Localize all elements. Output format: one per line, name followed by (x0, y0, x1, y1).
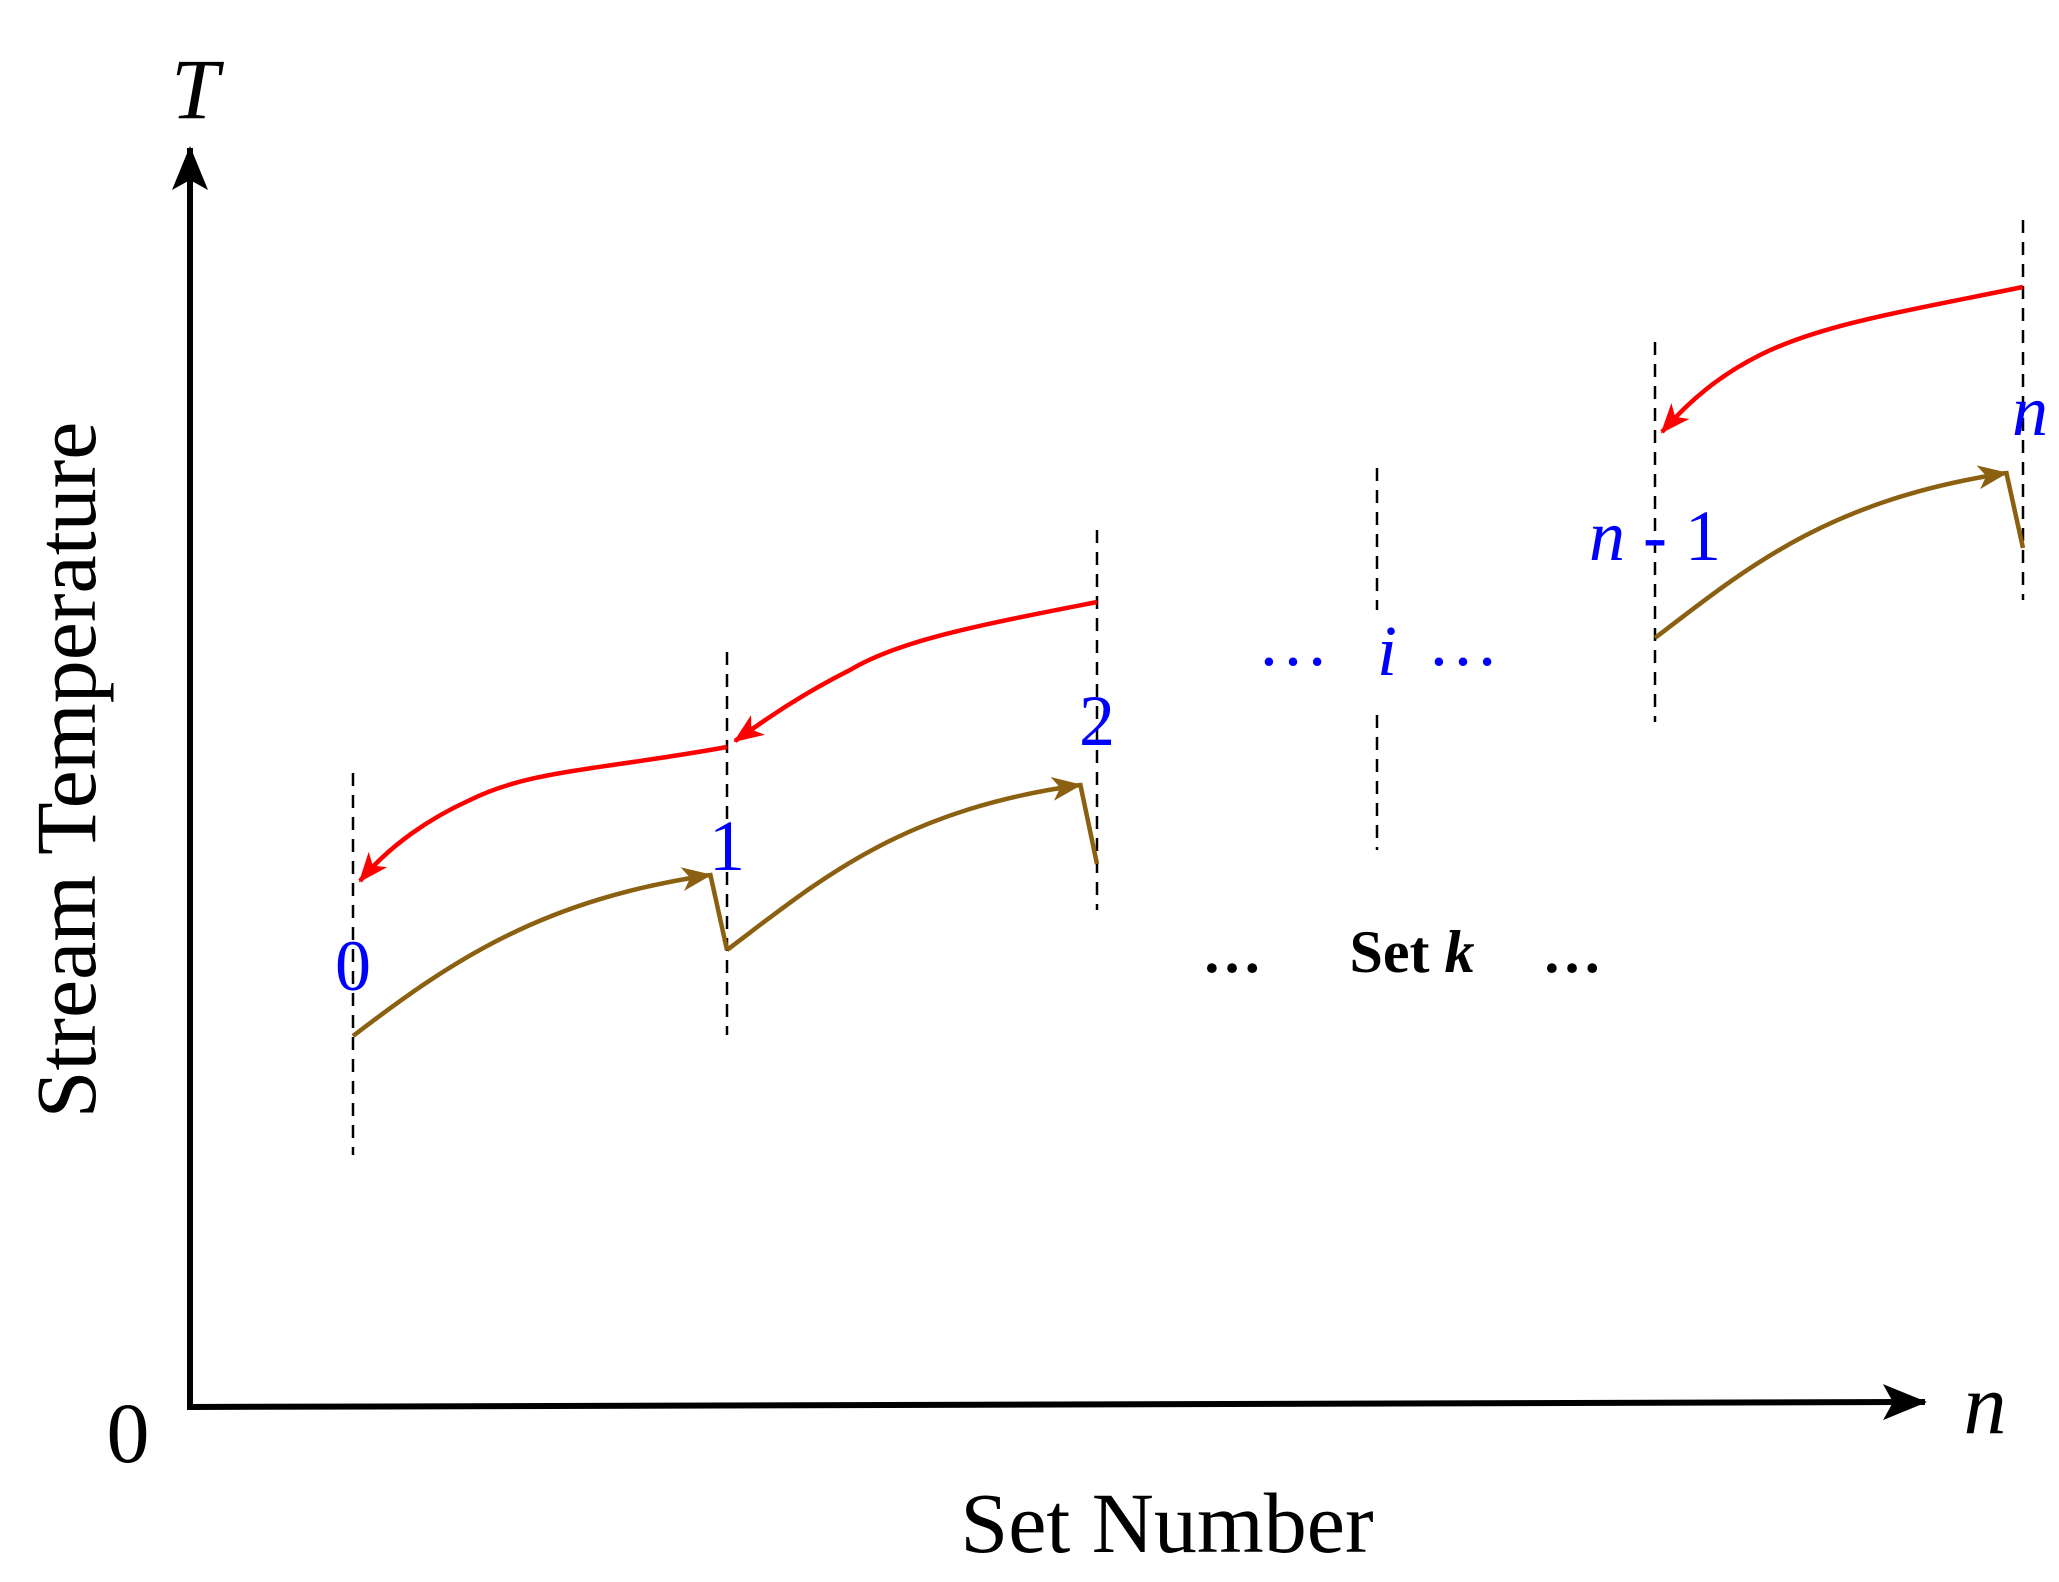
x-axis-symbol: n (1964, 1356, 2007, 1452)
station-0: 0 (335, 926, 371, 1006)
hot-stream-set-1 (358, 744, 728, 883)
cold-stream-drop-1 (707, 872, 730, 951)
cold-stream-set-1 (351, 867, 712, 1038)
cold-stream (351, 465, 2026, 1038)
station-i: i (1377, 611, 1397, 691)
x-axis-title: Set Number (960, 1475, 1373, 1571)
station-n: n (2012, 371, 2048, 451)
station-i-dots-right: … (1427, 601, 1499, 681)
hot-stream (358, 284, 2024, 883)
station-2: 2 (1079, 681, 1115, 761)
cold-stream-drop-2 (1077, 782, 1100, 865)
origin-label: 0 (107, 1385, 150, 1481)
cold-stream-drop-n (2003, 470, 2026, 549)
set-k-dots-right: … (1542, 919, 1602, 985)
cold-stream-set-2 (725, 776, 1082, 952)
station-labels: 0 1 2 … i … n - 1 n (335, 371, 2048, 1006)
set-k-dots-left: … (1202, 919, 1262, 985)
station-i-dots-left: … (1257, 601, 1329, 681)
set-boundaries (351, 220, 2025, 1155)
x-axis (187, 1384, 1927, 1421)
hot-stream-set-n (1660, 284, 2024, 434)
y-axis-title: Stream Temperature (18, 422, 114, 1119)
y-axis-symbol: T (171, 41, 224, 137)
station-n-1: n - 1 (1589, 496, 1721, 576)
cold-stream-set-n (1653, 465, 2008, 640)
hot-stream-set-2 (733, 599, 1098, 743)
set-k-label: … Set k … (1202, 919, 1602, 985)
set-k-text: Set k (1350, 919, 1475, 985)
station-1: 1 (709, 806, 745, 886)
